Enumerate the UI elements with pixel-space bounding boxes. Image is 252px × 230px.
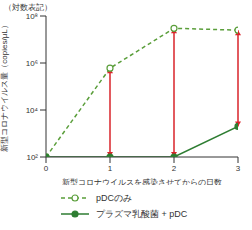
svg-text:3: 3	[236, 164, 241, 173]
svg-text:0: 0	[44, 164, 49, 173]
svg-text:新型コロナウイルスを感染させてからの日数: 新型コロナウイルスを感染させてからの日数	[62, 178, 222, 185]
svg-text:10⁶: 10⁶	[26, 59, 38, 68]
svg-text:2: 2	[172, 164, 177, 173]
svg-text:10²: 10²	[26, 153, 38, 162]
svg-text:1: 1	[108, 164, 113, 173]
svg-text:10⁴: 10⁴	[26, 106, 39, 115]
html-text:pDCのみ: pDCのみ	[96, 192, 132, 203]
html-text:（対数表記）: （対数表記）	[4, 3, 52, 12]
svg-text:10⁸: 10⁸	[26, 12, 38, 21]
html-text:プラズマ乳酸菌 + pDC: プラズマ乳酸菌 + pDC	[96, 208, 188, 219]
svg-text:新型コロナウイルス量（copies/μL）: 新型コロナウイルス量（copies/μL）	[8, 21, 9, 151]
